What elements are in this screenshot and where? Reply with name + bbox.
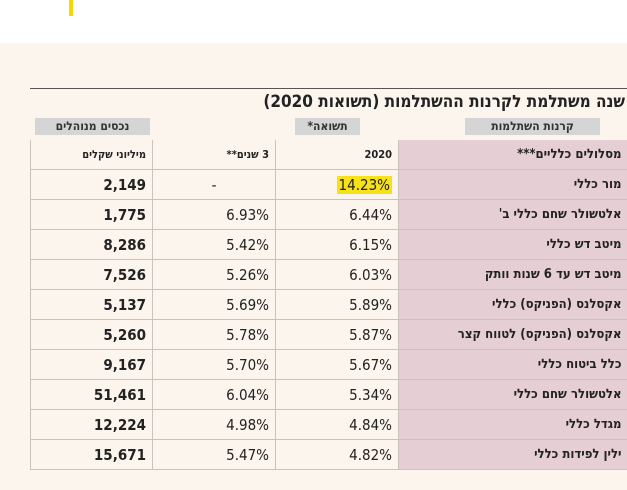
cell: 5.34% (275, 379, 399, 410)
cell: 4.82% (275, 439, 399, 470)
row: אקסלנס (הפניקס) כללי 5.89% 5.69% 5,137 (30, 289, 627, 320)
cell: 14.23% (275, 169, 399, 200)
cell: 4.84% (275, 409, 399, 440)
row: אלטשולר שחם כללי ב' 6.44% 6.93% 1,775 (30, 199, 627, 230)
highlight-mark (69, 0, 73, 16)
header-cell: מסלולים כלליים*** (398, 140, 627, 170)
cell: 5.78% (152, 319, 276, 350)
cell: אקסלנס (הפניקס) לטווח קצר (398, 319, 627, 350)
cell: 5.47% (152, 439, 276, 470)
cell: 8,286 (30, 229, 153, 260)
header-cell: מיליוני שקלים (30, 140, 153, 170)
row: מיטב דש עד 6 שנות וותק 6.03% 5.26% 7,526 (30, 259, 627, 290)
cell: 51,461 (30, 379, 153, 410)
row: אלטשולר שחם כללי 5.34% 6.04% 51,461 (30, 379, 627, 410)
cell: 5,137 (30, 289, 153, 320)
table: מסלולים כלליים*** 2020 3 שנים** מיליוני שקל… (30, 140, 627, 470)
cell: אלטשולר שחם כללי (398, 379, 627, 410)
cell: 12,224 (30, 409, 153, 440)
cell: - (152, 169, 276, 200)
cell: 5.70% (152, 349, 276, 380)
header-row: מסלולים כלליים*** 2020 3 שנים** מיליוני שקל… (30, 140, 627, 170)
cell: 5.87% (275, 319, 399, 350)
rule (30, 88, 627, 89)
cell: 5.67% (275, 349, 399, 380)
cell: מיטב דש עד 6 שנות וותק (398, 259, 627, 290)
group-label: קרנות השתלמות (465, 118, 600, 135)
row: אקסלנס (הפניקס) לטווח קצר 5.87% 5.78% 5,260 (30, 319, 627, 350)
row: ילין לפידות כללי 4.82% 5.47% 15,671 (30, 439, 627, 470)
row: מור כללי 14.23% -2,149 (30, 169, 627, 200)
cell: אלטשולר שחם כללי ב' (398, 199, 627, 230)
cell: מגדל כללי (398, 409, 627, 440)
cell: כלל ביטוח כללי (398, 349, 627, 380)
cell: 6.03% (275, 259, 399, 290)
row: מיטב דש כללי 6.15% 5.42% 8,286 (30, 229, 627, 260)
cell: מיטב דש כללי (398, 229, 627, 260)
highlighted-value: 14.23% (336, 175, 392, 194)
row: מגדל כללי 4.84% 4.98% 12,224 (30, 409, 627, 440)
title: שנה משתלמת לקרנות ההשתלמות (תשואות 2020) (263, 92, 625, 112)
cell: 2,149 (30, 169, 153, 200)
cell: 6.15% (275, 229, 399, 260)
cell: 15,671 (30, 439, 153, 470)
cell: אקסלנס (הפניקס) כללי (398, 289, 627, 320)
cell: 9,167 (30, 349, 153, 380)
group-label: תשואה* (295, 118, 360, 135)
row: כלל ביטוח כללי 5.67% 5.70% 9,167 (30, 349, 627, 380)
header-cell: 2020 (275, 140, 399, 170)
header-cell: 3 שנים** (152, 140, 276, 170)
cell: 5.69% (152, 289, 276, 320)
cell: 6.04% (152, 379, 276, 410)
cell: 6.44% (275, 199, 399, 230)
cell: 5.89% (275, 289, 399, 320)
cell: ילין לפידות כללי (398, 439, 627, 470)
group-label: נכסים מנוהלים (35, 118, 150, 135)
cell: 4.98% (152, 409, 276, 440)
cell: 7,526 (30, 259, 153, 290)
cell: 5.42% (152, 229, 276, 260)
cell: 5.26% (152, 259, 276, 290)
cell: 5,260 (30, 319, 153, 350)
cell: 1,775 (30, 199, 153, 230)
cell: 6.93% (152, 199, 276, 230)
cell: מור כללי (398, 169, 627, 200)
